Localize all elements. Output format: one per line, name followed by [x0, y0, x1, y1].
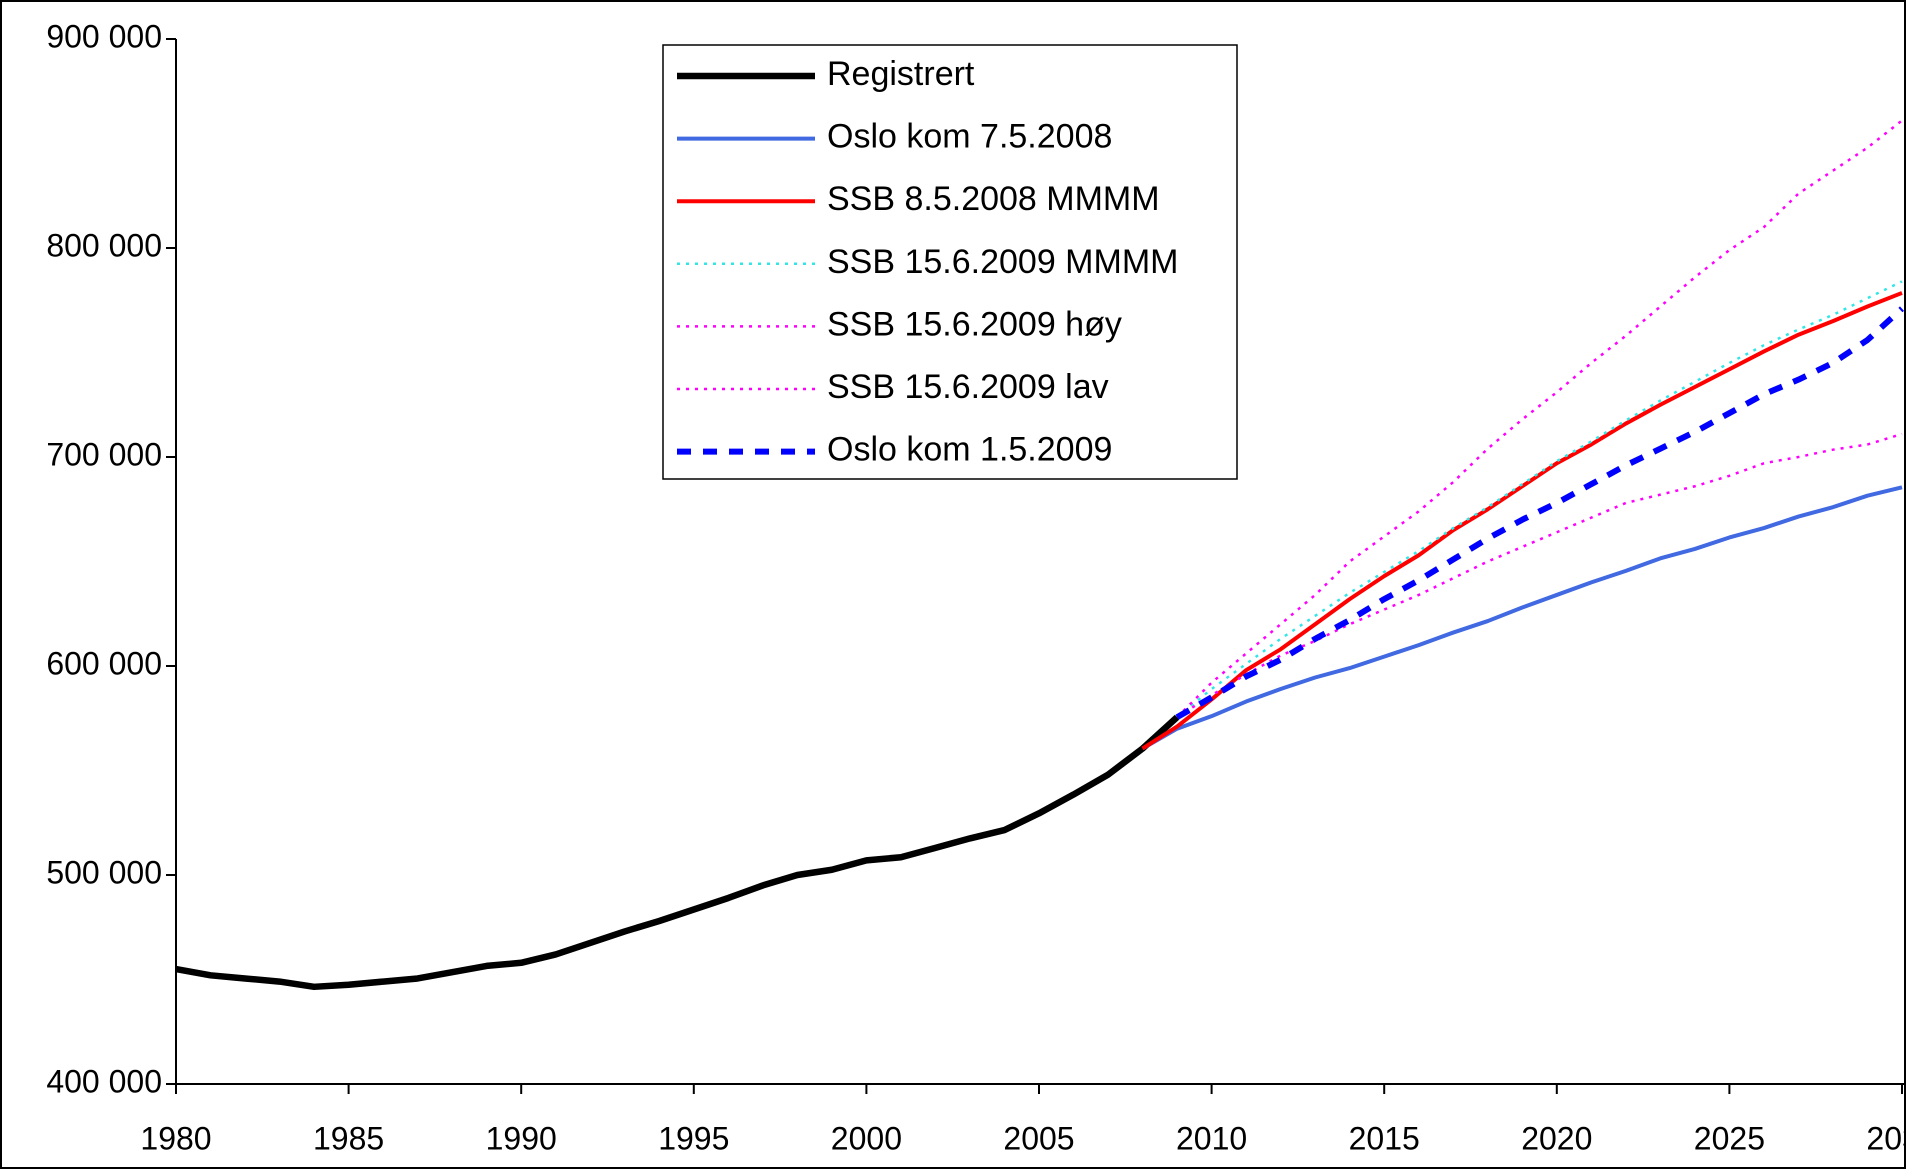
- x-tick-label: 2025: [1694, 1120, 1765, 1156]
- y-tick-label: 900 000: [46, 18, 162, 54]
- x-tick-label: 1985: [313, 1120, 384, 1156]
- x-tick-label: 2000: [831, 1120, 902, 1156]
- series-line: [1141, 485, 1903, 751]
- series-line: [1141, 291, 1903, 751]
- legend-label: Registrert: [827, 55, 975, 93]
- legend-label: SSB 15.6.2009 høy: [827, 305, 1122, 343]
- legend-label: SSB 8.5.2008 MMMM: [827, 180, 1160, 218]
- x-tick-label: 2015: [1349, 1120, 1420, 1156]
- y-tick-label: 700 000: [46, 436, 162, 472]
- x-tick-label: 1995: [658, 1120, 729, 1156]
- legend-box: [662, 44, 1238, 480]
- x-tick-label: 2030: [1866, 1120, 1906, 1156]
- x-tick-label: 2020: [1521, 1120, 1592, 1156]
- series-line: [1176, 119, 1903, 719]
- legend-label: Oslo kom 1.5.2009: [827, 431, 1112, 469]
- legend-label: SSB 15.6.2009 MMMM: [827, 243, 1178, 281]
- series-line: [175, 714, 1180, 991]
- y-tick-label: 500 000: [46, 854, 162, 890]
- series-line: [1176, 432, 1903, 719]
- x-tick-label: 2010: [1176, 1120, 1247, 1156]
- y-tick-label: 400 000: [46, 1063, 162, 1099]
- x-tick-label: 2005: [1003, 1120, 1074, 1156]
- y-tick-label: 800 000: [46, 227, 162, 263]
- x-tick-label: 1980: [140, 1120, 211, 1156]
- series-line: [1175, 306, 1905, 720]
- legend-label: SSB 15.6.2009 lav: [827, 368, 1109, 406]
- x-tick-label: 1990: [486, 1120, 557, 1156]
- legend-label: Oslo kom 7.5.2008: [827, 118, 1112, 156]
- legend: Registrert Oslo kom 7.5.2008 SSB 8.5.2008 …: [662, 44, 1238, 480]
- y-tick-label: 600 000: [46, 645, 162, 681]
